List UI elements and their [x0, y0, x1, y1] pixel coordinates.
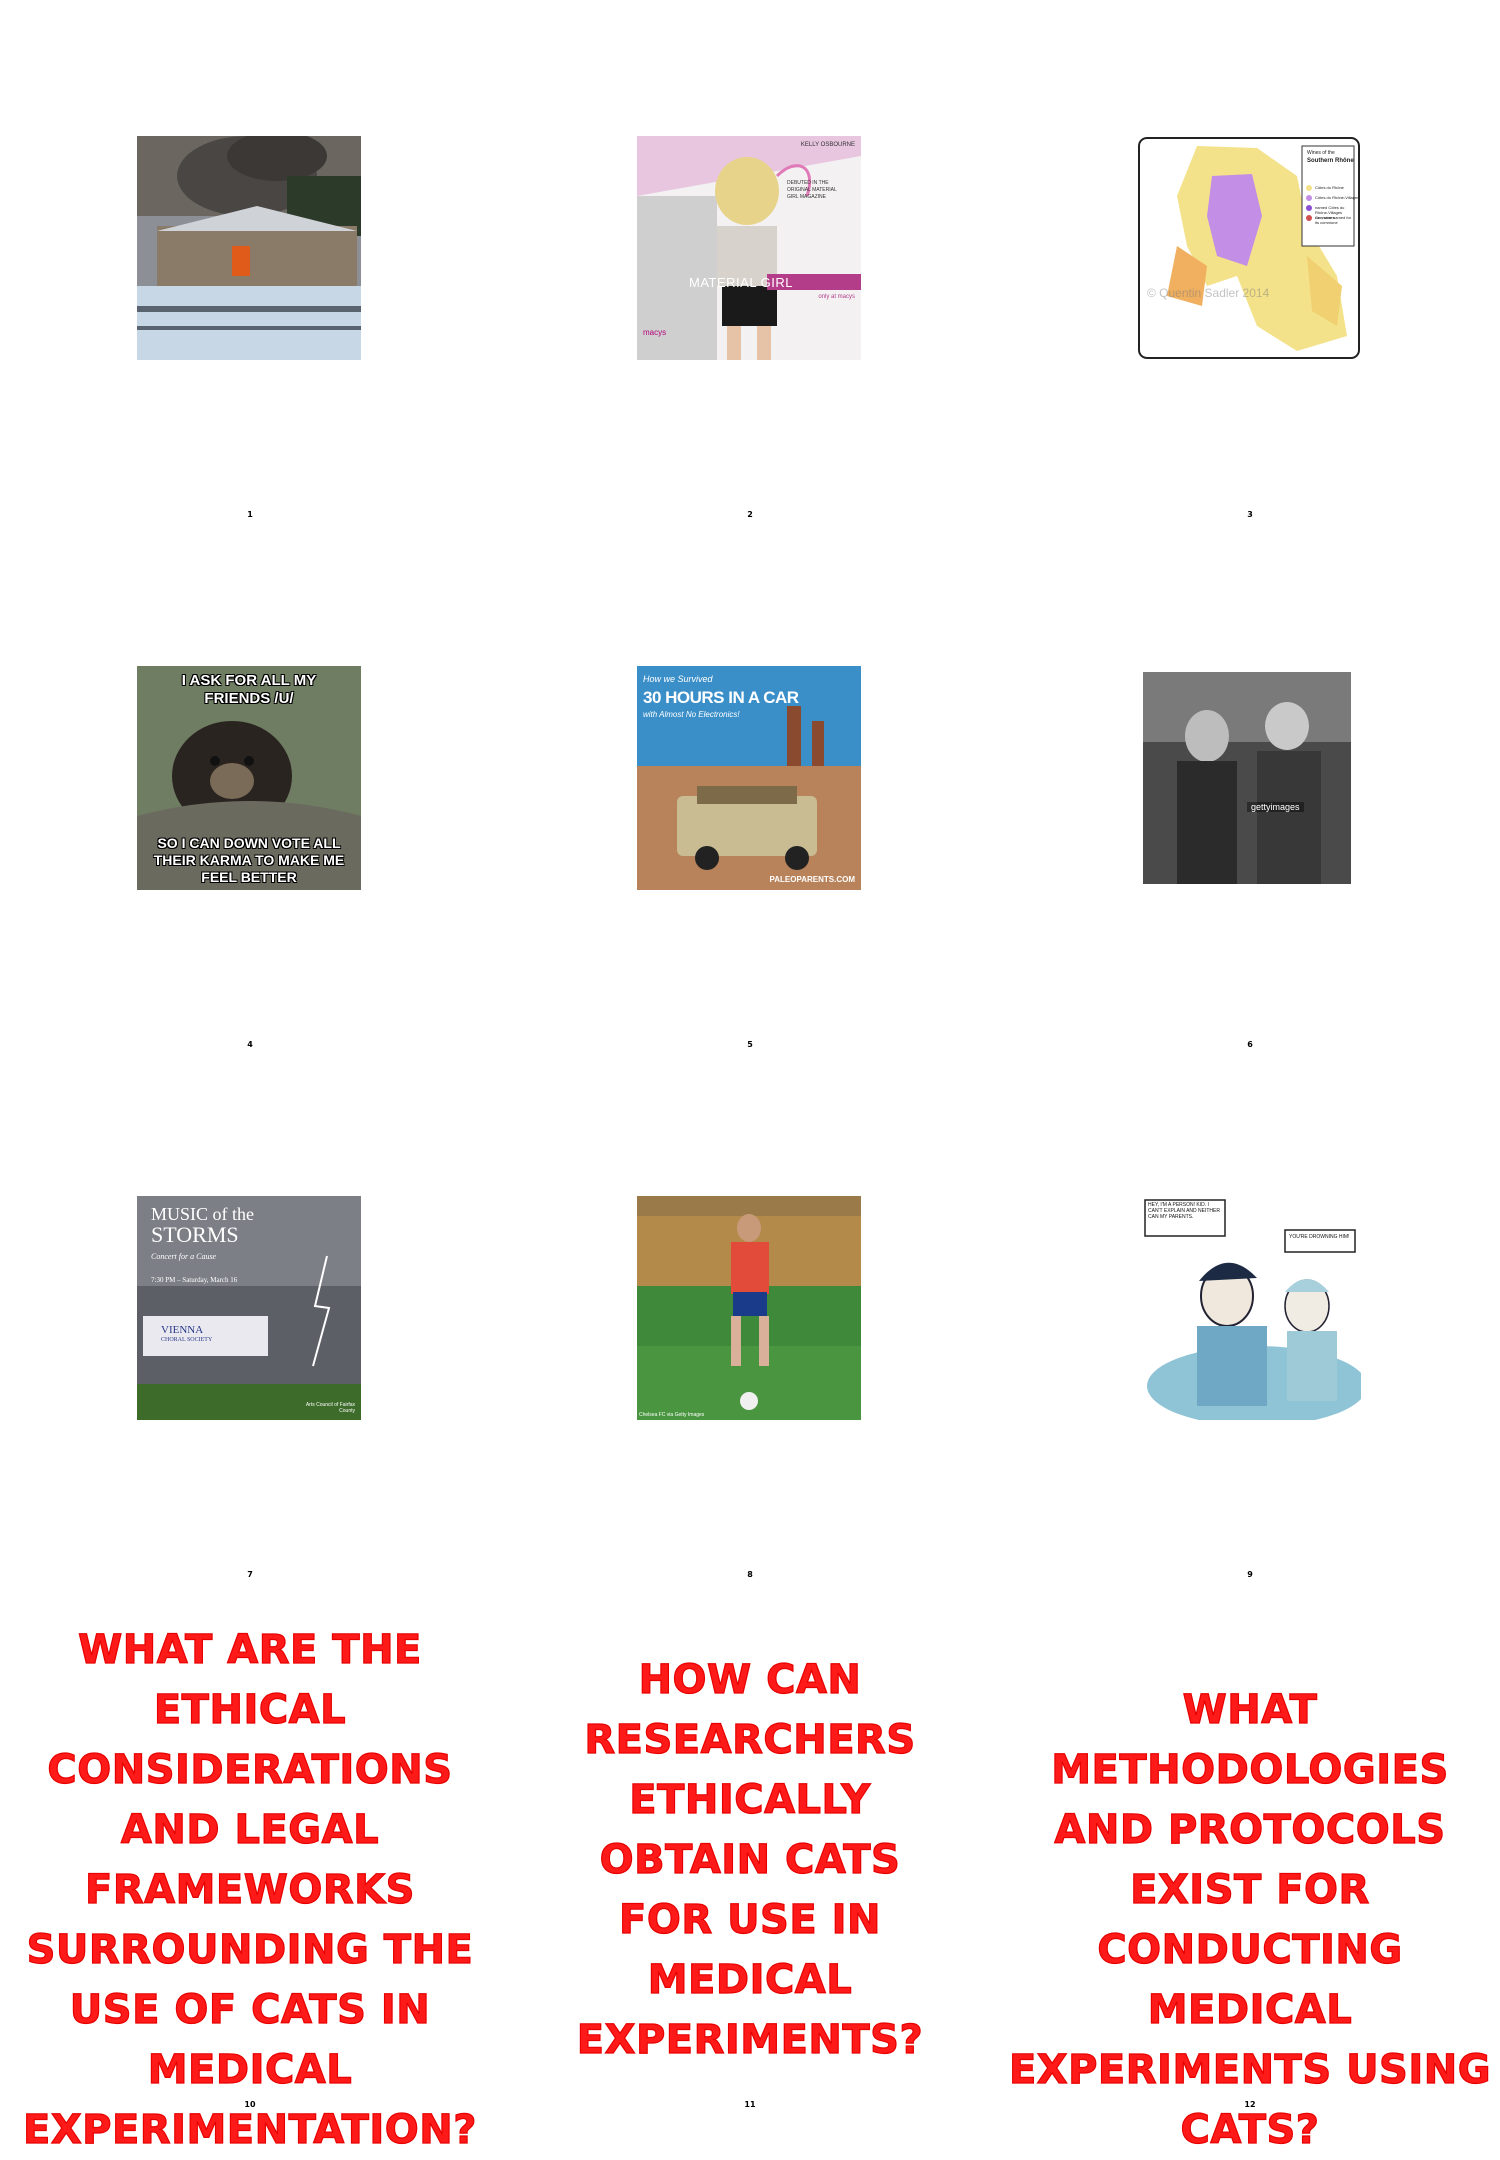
poster-headline: 30 HOURS IN A CAR: [643, 688, 799, 707]
poster-subline: with Almost No Electronics!: [643, 710, 740, 719]
legend-subtitle: Southern Rhône: [1307, 158, 1354, 164]
legend-item-4: Cru, wine named for its commune: [1315, 215, 1352, 225]
photo-credit: Chelsea FC via Getty Images: [639, 1412, 705, 1418]
panel-11: HOW CAN RESEARCHERS ETHICALLY OBTAIN CAT…: [500, 1590, 1000, 2120]
panel-number: 8: [747, 1570, 753, 1579]
magazine-caption-1: DEBUTED IN THE: [787, 180, 829, 186]
panel-number: 11: [744, 2100, 756, 2109]
getty-watermark: gettyimages: [1247, 802, 1304, 812]
wine-region-map: Wines of the Southern Rhône Côtes du Rhô…: [1137, 136, 1361, 360]
panel-5: How we Survived 30 HOURS IN A CAR with A…: [500, 530, 1000, 1060]
panel-number: 7: [247, 1570, 253, 1579]
speech-bubble-2: YOU'RE DROWNING HIM!: [1289, 1234, 1350, 1240]
panel-number: 9: [1247, 1570, 1253, 1579]
meme-bottom-text: SO I CAN DOWN VOTE ALL THEIR KARMA TO MA…: [153, 835, 345, 885]
poster-site: PALEOPARENTS.COM: [769, 875, 855, 884]
vintage-film-still: gettyimages: [1137, 666, 1361, 890]
poster-title-1: MUSIC of the: [151, 1204, 254, 1224]
panel-2: KELLY OSBOURNE DEBUTED IN THE ORIGINAL M…: [500, 0, 1000, 530]
concert-poster: MUSIC of the STORMS Concert for a Cause …: [137, 1196, 361, 1420]
comic-illustration: HEY, I'M A PERSON! KID. I CAN'T EXPLAIN …: [1137, 1196, 1361, 1420]
panel-number: 10: [244, 2100, 256, 2109]
legend-item-1: Côtes du Rhône: [1315, 185, 1344, 190]
poster-title-2: STORMS: [151, 1222, 239, 1247]
legend-item-2: Côtes du Rhône-Villages: [1315, 195, 1360, 200]
question-text: WHAT METHODOLOGIES AND PROTOCOLS EXIST F…: [1008, 1686, 1492, 2153]
panel-7: MUSIC of the STORMS Concert for a Cause …: [0, 1060, 500, 1590]
panel-12: WHAT METHODOLOGIES AND PROTOCOLS EXIST F…: [1000, 1590, 1500, 2153]
legend-item-3: named Côtes du Rhône-Villages communes: [1315, 205, 1345, 220]
society-name-1: VIENNA: [161, 1324, 204, 1336]
magazine-caption-2: ORIGINAL MATERIAL: [787, 187, 837, 193]
panel-number: 6: [1247, 1040, 1253, 1049]
society-name-2: CHORAL SOCIETY: [161, 1337, 213, 1343]
panel-8: Chelsea FC via Getty Images 8: [500, 1060, 1000, 1590]
panel-number: 4: [247, 1040, 253, 1049]
football-training-photo: Chelsea FC via Getty Images: [637, 1196, 861, 1420]
poster-date: 7:30 PM – Saturday, March 16: [151, 1276, 238, 1284]
poster-script: How we Survived: [643, 674, 713, 684]
house-fire-photo: [137, 136, 361, 360]
panel-4: I ASK FOR ALL MY FRIENDS /U/ SO I CAN DO…: [0, 530, 500, 1060]
magazine-ad-photo: KELLY OSBOURNE DEBUTED IN THE ORIGINAL M…: [637, 136, 861, 360]
panel-6: gettyimages 6: [1000, 530, 1500, 1060]
arts-council: Arts Council of Fairfax County: [305, 1402, 355, 1414]
tagline: only at macys: [818, 294, 855, 300]
brand-title: MATERIAL GIRL: [689, 275, 794, 290]
question-text: HOW CAN RESEARCHERS ETHICALLY OBTAIN CAT…: [576, 1656, 924, 2063]
question-text: WHAT ARE THE ETHICAL CONSIDERATIONS AND …: [22, 1626, 477, 2153]
panel-number: 5: [747, 1040, 753, 1049]
panel-number: 1: [247, 510, 253, 519]
magazine-name: KELLY OSBOURNE: [800, 142, 855, 148]
confession-bear-meme: I ASK FOR ALL MY FRIENDS /U/ SO I CAN DO…: [137, 666, 361, 890]
meme-top-text: I ASK FOR ALL MY FRIENDS /U/: [181, 672, 317, 707]
store-logo: macys: [643, 328, 667, 337]
panel-3: Wines of the Southern Rhône Côtes du Rhô…: [1000, 0, 1500, 530]
speech-bubble-1: HEY, I'M A PERSON! KID. I CAN'T EXPLAIN …: [1148, 1202, 1220, 1220]
map-watermark: © Quentin Sadler 2014: [1147, 286, 1270, 300]
panel-number: 3: [1247, 510, 1253, 519]
magazine-caption-3: GIRL MAGAZINE: [787, 194, 826, 200]
poster-subtitle: Concert for a Cause: [151, 1252, 217, 1261]
legend-title: Wines of the: [1307, 150, 1335, 156]
panel-9: HEY, I'M A PERSON! KID. I CAN'T EXPLAIN …: [1000, 1060, 1500, 1590]
panel-number: 12: [1244, 2100, 1256, 2109]
panel-10: WHAT ARE THE ETHICAL CONSIDERATIONS AND …: [0, 1590, 500, 2153]
road-trip-photo: How we Survived 30 HOURS IN A CAR with A…: [637, 666, 861, 890]
panel-number: 2: [747, 510, 753, 519]
panel-1: 1: [0, 0, 500, 530]
